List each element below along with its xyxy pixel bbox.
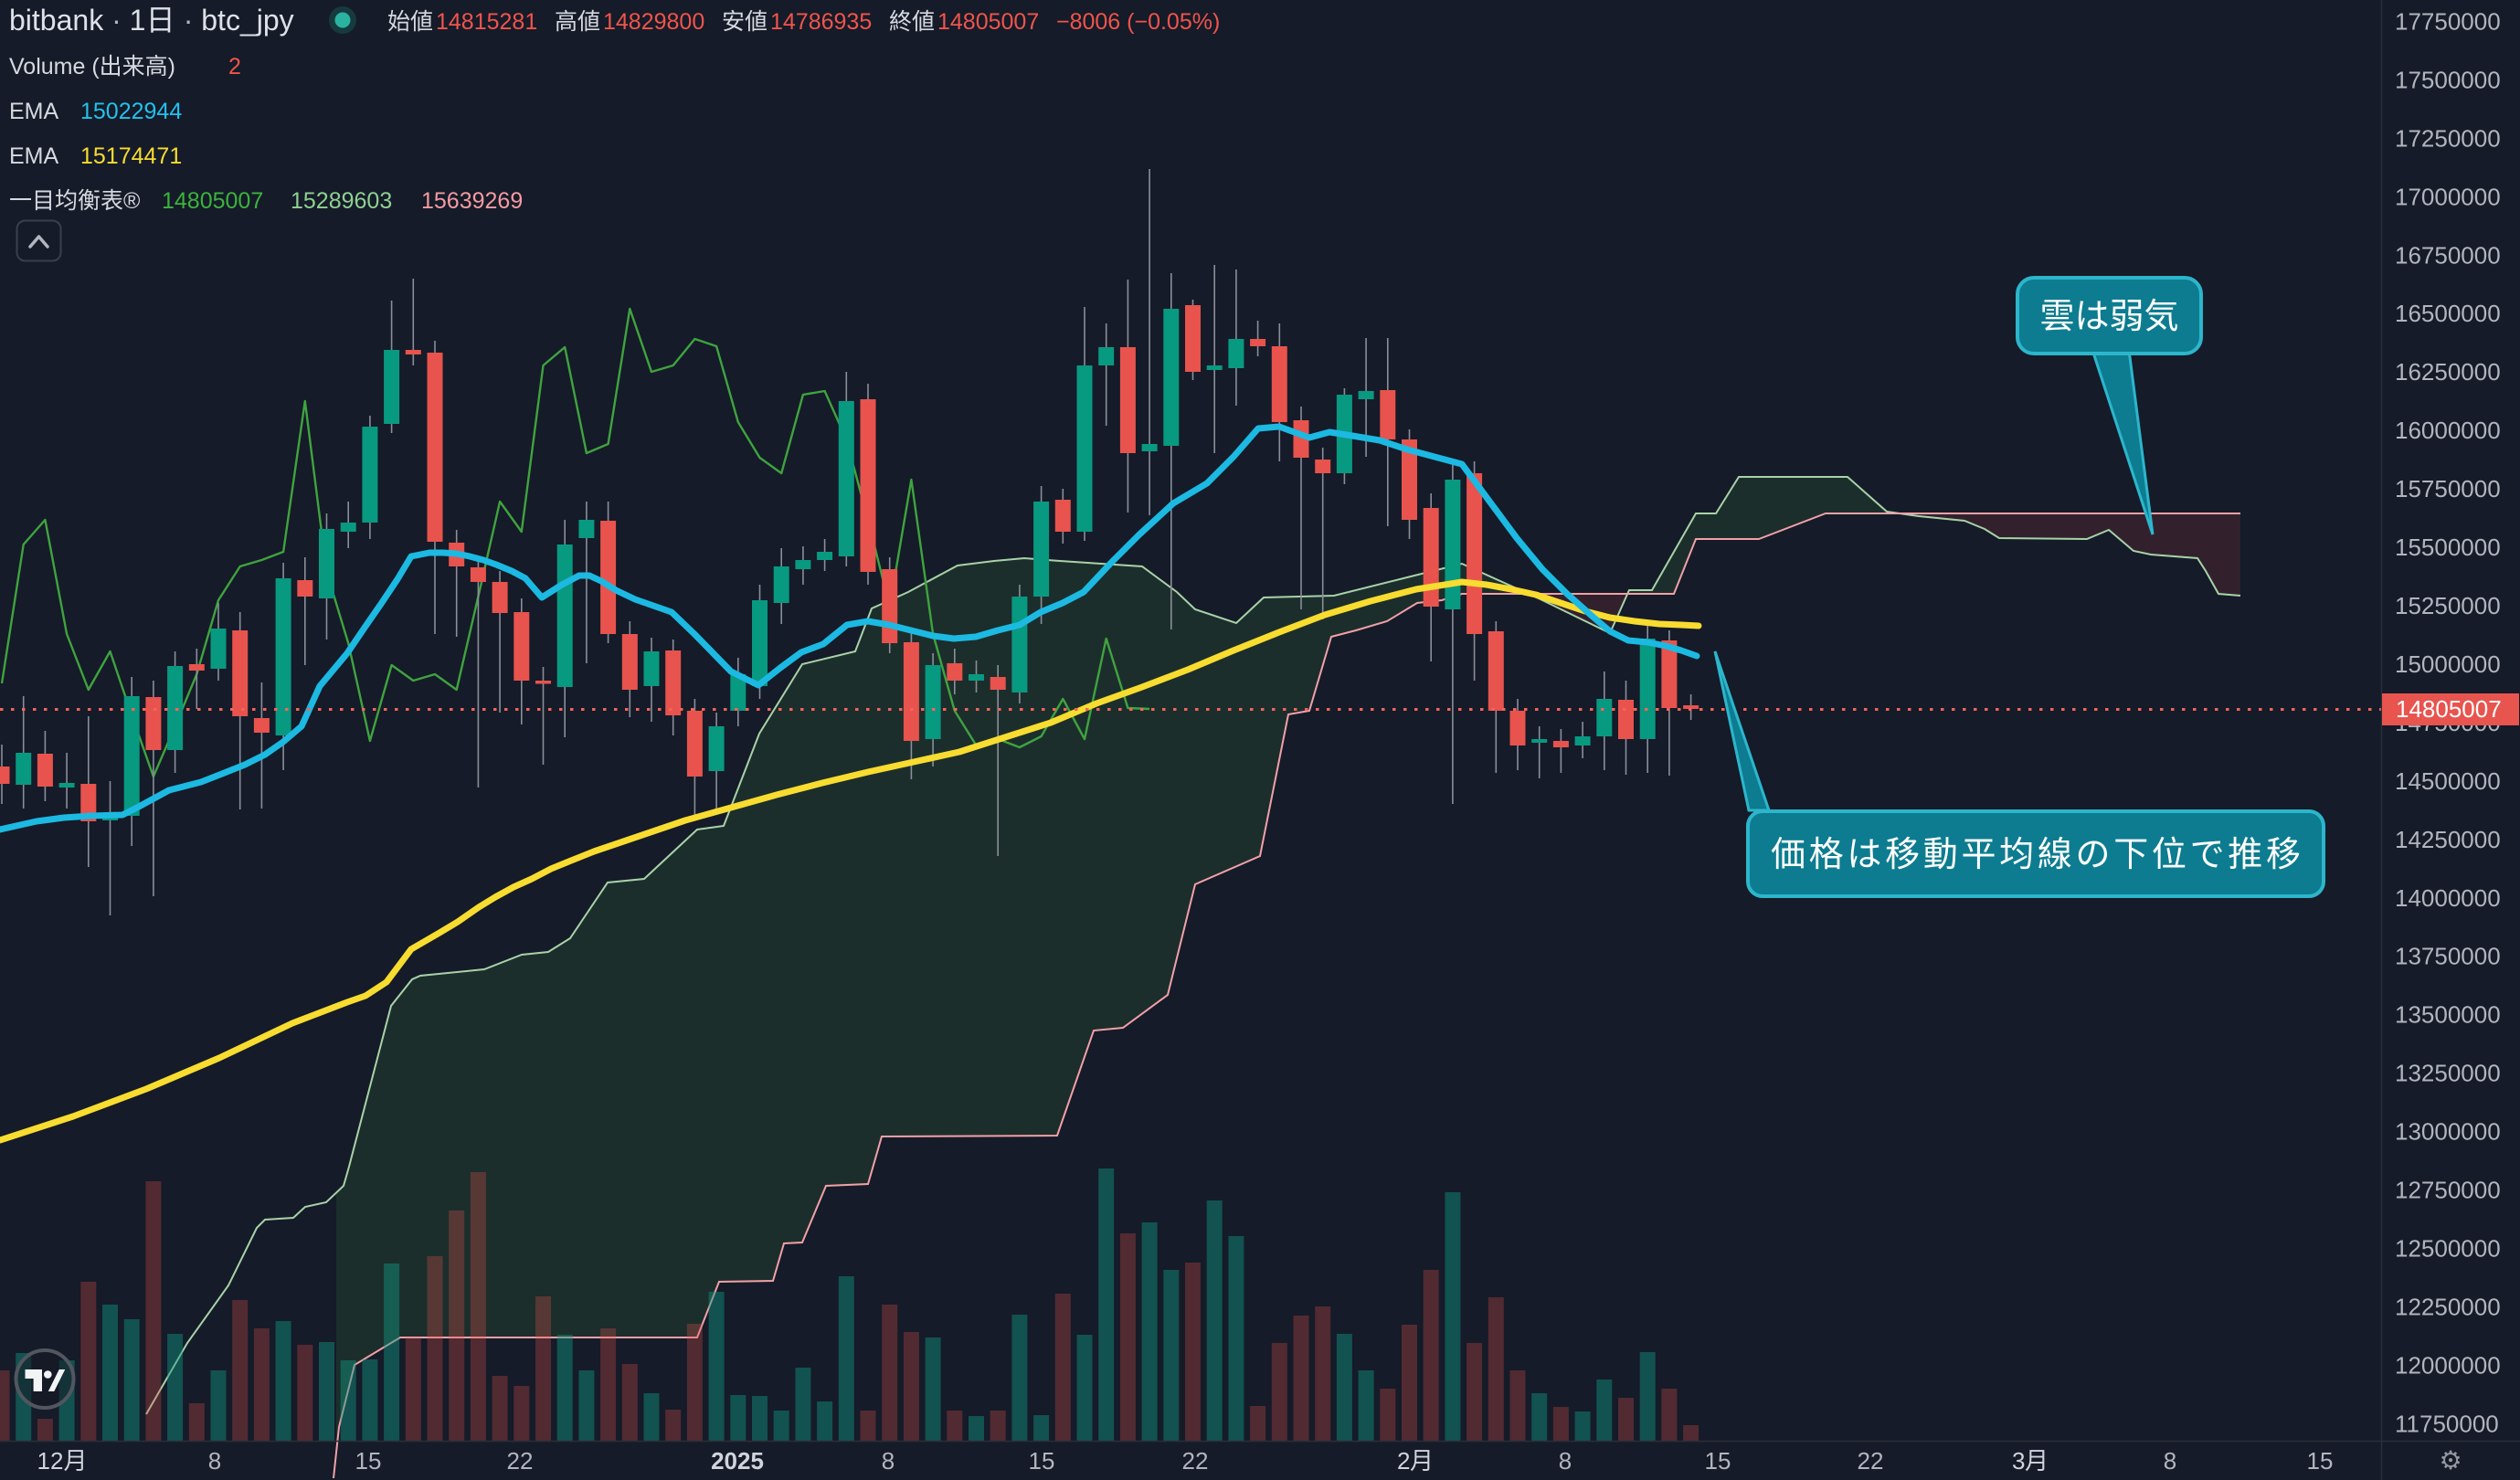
- svg-text:12000000: 12000000: [2395, 1351, 2501, 1379]
- svg-text:8: 8: [2164, 1447, 2176, 1475]
- svg-text:始値: 始値: [387, 9, 433, 35]
- svg-text:12750000: 12750000: [2395, 1177, 2501, 1204]
- svg-text:8: 8: [882, 1447, 895, 1475]
- svg-text:15: 15: [2307, 1447, 2334, 1475]
- svg-text:14805007: 14805007: [2396, 695, 2502, 723]
- svg-text:14500000: 14500000: [2395, 767, 2501, 795]
- svg-text:一目均衡表®: 一目均衡表®: [9, 188, 141, 214]
- svg-text:12500000: 12500000: [2395, 1235, 2501, 1263]
- svg-text:17250000: 17250000: [2395, 124, 2501, 152]
- svg-text:15: 15: [1705, 1447, 1731, 1475]
- svg-text:15250000: 15250000: [2395, 592, 2501, 619]
- svg-text:8: 8: [1559, 1447, 1572, 1475]
- svg-text:14815281: 14815281: [436, 9, 537, 35]
- svg-text:13250000: 13250000: [2395, 1060, 2501, 1087]
- svg-text:終値: 終値: [889, 9, 935, 35]
- svg-text:14000000: 14000000: [2395, 884, 2501, 912]
- svg-text:14786935: 14786935: [770, 9, 872, 35]
- svg-text:16750000: 16750000: [2395, 241, 2501, 269]
- svg-text:16250000: 16250000: [2395, 358, 2501, 386]
- svg-text:15174471: 15174471: [80, 143, 182, 169]
- svg-text:17750000: 17750000: [2395, 8, 2501, 36]
- svg-text:2: 2: [228, 54, 241, 79]
- svg-text:Volume (出来高): Volume (出来高): [9, 54, 175, 79]
- svg-text:22: 22: [507, 1447, 534, 1475]
- svg-text:EMA: EMA: [9, 99, 59, 124]
- svg-text:13750000: 13750000: [2395, 943, 2501, 970]
- svg-text:11750000: 11750000: [2395, 1410, 2499, 1437]
- svg-text:15289603: 15289603: [291, 188, 392, 214]
- svg-text:15500000: 15500000: [2395, 534, 2501, 561]
- svg-text:3月: 3月: [2012, 1447, 2049, 1475]
- svg-text:⚙: ⚙: [2439, 1446, 2462, 1475]
- svg-text:bitbank · 1日 · btc_jpy: bitbank · 1日 · btc_jpy: [9, 4, 294, 37]
- svg-text:高値: 高値: [555, 9, 600, 35]
- svg-text:EMA: EMA: [9, 143, 59, 169]
- svg-text:22: 22: [1182, 1447, 1209, 1475]
- svg-text:15: 15: [1029, 1447, 1055, 1475]
- svg-text:15000000: 15000000: [2395, 650, 2501, 678]
- svg-text:14805007: 14805007: [162, 188, 263, 214]
- svg-text:17000000: 17000000: [2395, 183, 2501, 210]
- svg-text:−8006 (−0.05%): −8006 (−0.05%): [1056, 9, 1220, 35]
- svg-text:13000000: 13000000: [2395, 1118, 2501, 1146]
- svg-text:14805007: 14805007: [937, 9, 1039, 35]
- svg-text:15750000: 15750000: [2395, 475, 2501, 502]
- svg-text:13500000: 13500000: [2395, 1001, 2501, 1029]
- svg-text:16000000: 16000000: [2395, 417, 2501, 444]
- svg-text:12250000: 12250000: [2395, 1293, 2501, 1320]
- svg-text:8: 8: [208, 1447, 221, 1475]
- svg-text:16500000: 16500000: [2395, 300, 2501, 327]
- svg-text:17500000: 17500000: [2395, 67, 2501, 94]
- svg-text:雲は弱気: 雲は弱気: [2040, 298, 2179, 336]
- svg-text:12月: 12月: [37, 1447, 88, 1475]
- svg-text:14250000: 14250000: [2395, 826, 2501, 853]
- svg-text:15: 15: [355, 1447, 382, 1475]
- svg-text:22: 22: [1858, 1447, 1884, 1475]
- svg-text:2月: 2月: [1397, 1447, 1434, 1475]
- svg-text:2025: 2025: [711, 1447, 764, 1475]
- svg-text:15639269: 15639269: [421, 188, 523, 214]
- svg-text:15022944: 15022944: [80, 99, 182, 124]
- svg-text:14829800: 14829800: [603, 9, 704, 35]
- svg-text:安値: 安値: [722, 9, 768, 35]
